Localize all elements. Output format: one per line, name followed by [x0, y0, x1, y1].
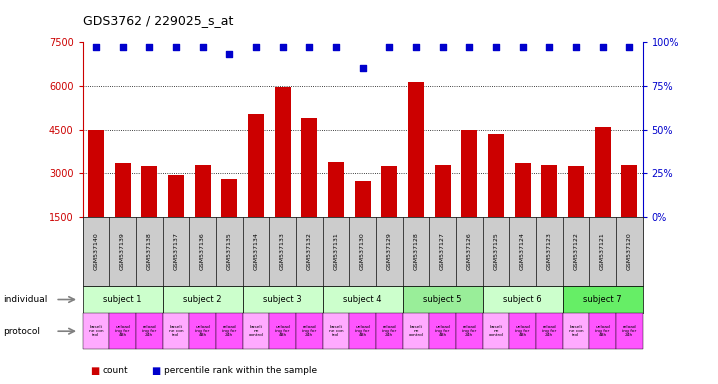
- Text: GSM537126: GSM537126: [467, 233, 472, 270]
- Text: reload
ing for
24h: reload ing for 24h: [542, 325, 556, 338]
- Text: subject 2: subject 2: [183, 295, 222, 304]
- Point: [544, 45, 555, 51]
- Point: [437, 45, 448, 51]
- Text: unload
ing for
48h: unload ing for 48h: [595, 325, 610, 338]
- Text: GSM537121: GSM537121: [600, 233, 605, 270]
- Point: [117, 45, 129, 51]
- Text: count: count: [103, 366, 129, 375]
- Point: [197, 45, 208, 51]
- Point: [357, 65, 368, 71]
- Text: GSM537135: GSM537135: [227, 233, 232, 270]
- Text: percentile rank within the sample: percentile rank within the sample: [164, 366, 317, 375]
- Bar: [461, 130, 477, 217]
- Point: [304, 45, 315, 51]
- Text: baseli
ne
control: baseli ne control: [248, 325, 264, 338]
- Text: subject 3: subject 3: [264, 295, 302, 304]
- Text: reload
ing for
24h: reload ing for 24h: [142, 325, 157, 338]
- Text: GSM537130: GSM537130: [360, 233, 365, 270]
- Text: GSM537128: GSM537128: [414, 233, 419, 270]
- Text: reload
ing for
24h: reload ing for 24h: [382, 325, 396, 338]
- Bar: [195, 165, 210, 217]
- Text: unload
ing for
48h: unload ing for 48h: [435, 325, 450, 338]
- Text: reload
ing for
24h: reload ing for 24h: [302, 325, 317, 338]
- Text: GSM537125: GSM537125: [493, 233, 498, 270]
- Text: protocol: protocol: [4, 327, 41, 336]
- Point: [330, 45, 342, 51]
- Point: [170, 45, 182, 51]
- Bar: [355, 180, 370, 217]
- Text: GSM537134: GSM537134: [253, 233, 258, 270]
- Text: GSM537131: GSM537131: [333, 233, 338, 270]
- Bar: [328, 162, 344, 217]
- Bar: [488, 134, 504, 217]
- Text: baseli
ne con
trol: baseli ne con trol: [329, 325, 343, 338]
- Bar: [248, 114, 264, 217]
- Text: unload
ing for
48h: unload ing for 48h: [515, 325, 530, 338]
- Text: subject 4: subject 4: [343, 295, 382, 304]
- Bar: [515, 163, 531, 217]
- Point: [517, 45, 528, 51]
- Text: unload
ing for
48h: unload ing for 48h: [115, 325, 130, 338]
- Bar: [408, 81, 424, 217]
- Text: baseli
ne
control: baseli ne control: [409, 325, 424, 338]
- Point: [383, 45, 395, 51]
- Text: reload
ing for
24h: reload ing for 24h: [462, 325, 476, 338]
- Point: [223, 51, 235, 58]
- Bar: [434, 165, 451, 217]
- Bar: [381, 166, 397, 217]
- Text: individual: individual: [4, 295, 48, 304]
- Bar: [168, 175, 184, 217]
- Point: [623, 45, 635, 51]
- Point: [250, 45, 261, 51]
- Text: subject 6: subject 6: [503, 295, 542, 304]
- Bar: [115, 163, 131, 217]
- Point: [570, 45, 582, 51]
- Text: GSM537123: GSM537123: [547, 233, 551, 270]
- Text: ■: ■: [151, 366, 160, 376]
- Bar: [221, 179, 237, 217]
- Text: GSM537133: GSM537133: [280, 233, 285, 270]
- Text: GSM537129: GSM537129: [387, 233, 392, 270]
- Bar: [302, 118, 317, 217]
- Text: subject 5: subject 5: [424, 295, 462, 304]
- Bar: [541, 165, 557, 217]
- Point: [597, 45, 608, 51]
- Bar: [621, 165, 638, 217]
- Text: baseli
ne con
trol: baseli ne con trol: [569, 325, 583, 338]
- Text: reload
ing for
24h: reload ing for 24h: [623, 325, 636, 338]
- Point: [144, 45, 155, 51]
- Text: GDS3762 / 229025_s_at: GDS3762 / 229025_s_at: [83, 14, 233, 27]
- Text: GSM537127: GSM537127: [440, 233, 445, 270]
- Bar: [568, 166, 584, 217]
- Point: [277, 45, 289, 51]
- Bar: [595, 127, 610, 217]
- Text: subject 1: subject 1: [103, 295, 142, 304]
- Text: baseli
ne con
trol: baseli ne con trol: [169, 325, 183, 338]
- Point: [90, 45, 102, 51]
- Text: GSM537136: GSM537136: [200, 233, 205, 270]
- Text: GSM537124: GSM537124: [520, 233, 525, 270]
- Text: GSM537120: GSM537120: [627, 233, 632, 270]
- Text: GSM537138: GSM537138: [146, 233, 151, 270]
- Bar: [141, 166, 157, 217]
- Bar: [274, 88, 291, 217]
- Text: unload
ing for
48h: unload ing for 48h: [275, 325, 290, 338]
- Text: subject 7: subject 7: [583, 295, 622, 304]
- Text: unload
ing for
48h: unload ing for 48h: [195, 325, 210, 338]
- Text: GSM537137: GSM537137: [174, 233, 178, 270]
- Text: reload
ing for
24h: reload ing for 24h: [222, 325, 236, 338]
- Point: [490, 45, 502, 51]
- Point: [410, 45, 421, 51]
- Text: GSM537140: GSM537140: [93, 233, 98, 270]
- Text: baseli
ne
control: baseli ne control: [488, 325, 503, 338]
- Text: GSM537132: GSM537132: [307, 233, 312, 270]
- Text: GSM537122: GSM537122: [574, 233, 579, 270]
- Text: unload
ing for
48h: unload ing for 48h: [355, 325, 370, 338]
- Point: [464, 45, 475, 51]
- Text: GSM537139: GSM537139: [120, 233, 125, 270]
- Text: baseli
ne con
trol: baseli ne con trol: [88, 325, 103, 338]
- Bar: [88, 130, 104, 217]
- Text: ■: ■: [90, 366, 99, 376]
